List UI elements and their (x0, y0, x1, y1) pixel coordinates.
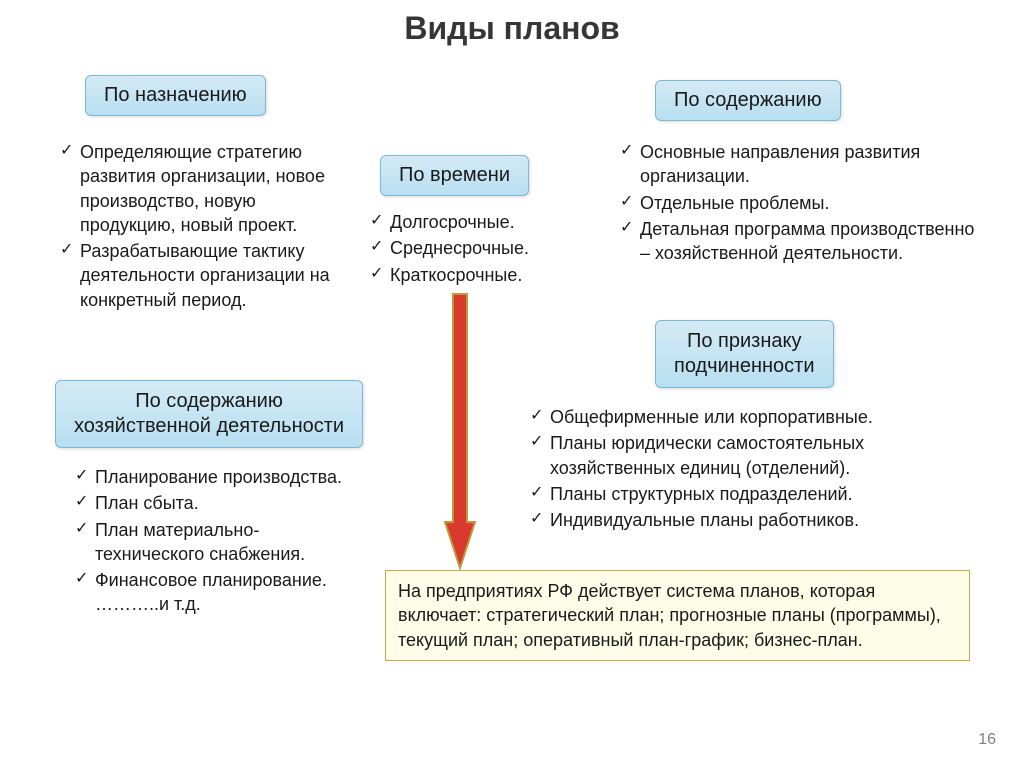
list-item: Индивидуальные планы работников. (530, 508, 990, 532)
list-item: Общефирменные или корпоративные. (530, 405, 990, 429)
list-item: Разрабатывающие тактику деятельности орг… (60, 239, 340, 312)
category-subordination-line2: подчиненности (674, 355, 815, 377)
category-economic-list: Планирование производства. План сбыта. П… (75, 465, 365, 619)
category-content-box: По содержанию (655, 80, 841, 121)
category-time-box: По времени (380, 155, 529, 196)
list-item: Основные направления развития организаци… (620, 140, 980, 189)
list-item: Финансовое планирование. ………..и т.д. (75, 568, 365, 617)
category-subordination-box: По признаку подчиненности (655, 320, 834, 388)
category-purpose-list: Определяющие стратегию развития организа… (60, 140, 340, 314)
list-item: Долгосрочные. (370, 210, 570, 234)
list-item: Краткосрочные. (370, 263, 570, 287)
list-item: Определяющие стратегию развития организа… (60, 140, 340, 237)
category-subordination-line1: По признаку (687, 330, 802, 352)
page-number: 16 (978, 731, 996, 749)
list-item: Планы юридически самостоятельных хозяйст… (530, 431, 990, 480)
category-economic-box: По содержанию хозяйственной деятельности (55, 380, 363, 448)
category-economic-line2: хозяйственной деятельности (74, 415, 344, 437)
callout-box: На предприятиях РФ действует система пла… (385, 570, 970, 661)
category-subordination-list: Общефирменные или корпоративные. Планы ю… (530, 405, 990, 534)
list-item: Среднесрочные. (370, 236, 570, 260)
list-item: Отдельные проблемы. (620, 191, 980, 215)
category-time-list: Долгосрочные. Среднесрочные. Краткосрочн… (370, 210, 570, 289)
list-item: Планирование производства. (75, 465, 365, 489)
list-item: Планы структурных подразделений. (530, 482, 990, 506)
list-item: План материально-технического снабжения. (75, 518, 365, 567)
category-economic-line1: По содержанию (135, 390, 283, 412)
list-item: План сбыта. (75, 491, 365, 515)
page-title: Виды планов (0, 10, 1024, 47)
category-purpose-box: По назначению (85, 75, 266, 116)
category-content-list: Основные направления развития организаци… (620, 140, 980, 267)
down-arrow-icon (443, 292, 477, 572)
list-item: Детальная программа производственно – хо… (620, 217, 980, 266)
